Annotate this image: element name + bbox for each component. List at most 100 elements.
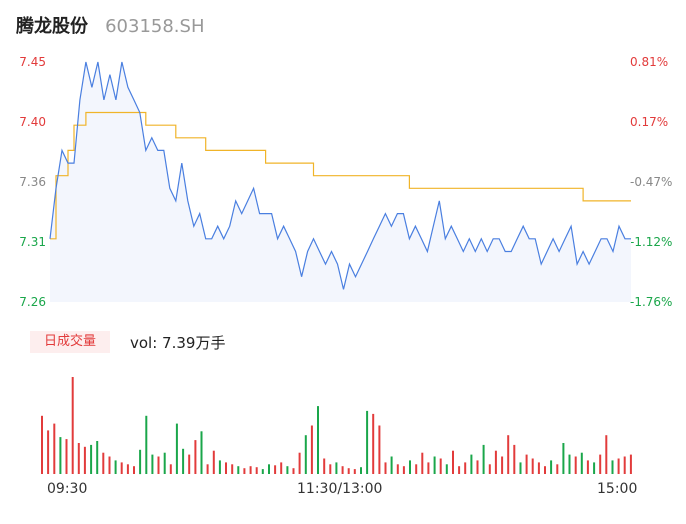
volume-bar <box>568 454 571 474</box>
volume-bar <box>470 454 473 474</box>
volume-bar <box>200 431 203 474</box>
volume-bar <box>409 460 411 474</box>
volume-bar <box>145 415 148 474</box>
volume-tab[interactable]: 日成交量 <box>30 331 110 353</box>
stock-code: 603158.SH <box>105 16 205 37</box>
volume-bar <box>599 454 602 474</box>
percent-tick-label: -0.47% <box>630 175 673 189</box>
volume-bar <box>120 462 123 474</box>
volume-bar <box>335 462 338 474</box>
volume-bar <box>65 439 68 474</box>
volume-bar <box>286 466 289 474</box>
volume-bar <box>556 464 559 474</box>
volume-bar <box>574 456 577 474</box>
volume-bar <box>586 460 589 474</box>
volume-bar <box>629 454 632 474</box>
volume-bar <box>237 466 240 474</box>
volume-bar <box>59 437 62 474</box>
price-area <box>50 62 631 302</box>
volume-bar <box>427 462 430 474</box>
volume-bar <box>292 468 295 474</box>
volume-bar <box>378 425 381 474</box>
percent-tick-label: -1.76% <box>630 295 673 309</box>
price-tick-label: 7.36 <box>19 175 46 189</box>
time-close: 15:00 <box>597 481 638 497</box>
volume-bar <box>372 413 375 474</box>
volume-bar <box>507 435 510 474</box>
price-tick-label: 7.40 <box>19 115 46 129</box>
volume-bar <box>390 456 393 474</box>
volume-bar <box>310 425 313 474</box>
volume-bar <box>157 456 160 474</box>
volume-bar <box>108 456 111 474</box>
volume-bar <box>421 452 424 474</box>
volume-bar <box>151 454 154 474</box>
volume-bar <box>439 458 442 474</box>
volume-bar <box>102 452 105 474</box>
volume-bar <box>550 460 553 474</box>
volume-bar <box>317 406 319 474</box>
volume-bar <box>482 444 485 474</box>
volume-bar <box>212 450 215 474</box>
price-tick-label: 7.26 <box>19 295 46 309</box>
volume-bar <box>415 464 418 474</box>
volume-bar <box>323 458 326 474</box>
volume-bar <box>274 465 277 474</box>
volume-bar <box>298 452 301 474</box>
volume-bar <box>90 444 93 474</box>
volume-bar <box>519 462 522 474</box>
volume-bar <box>188 454 191 474</box>
volume-bar <box>83 446 86 474</box>
volume-bar <box>537 462 540 474</box>
percent-tick-label: 0.81% <box>630 55 669 69</box>
volume-bar <box>139 449 142 475</box>
volume-bar <box>445 464 448 474</box>
price-line <box>49 61 631 290</box>
volume-bar <box>243 468 246 474</box>
volume-bar <box>402 466 405 474</box>
volume-bar <box>580 452 583 474</box>
volume-bar <box>114 460 117 474</box>
volume-bar <box>623 456 626 474</box>
time-midday: 11:30/13:00 <box>297 481 383 497</box>
volume-bar <box>194 440 197 474</box>
price-tick-label: 7.31 <box>19 235 46 249</box>
volume-bar <box>360 467 362 474</box>
volume-bar <box>433 456 436 474</box>
volume-bar <box>225 462 227 474</box>
volume-bar <box>163 452 166 474</box>
average-price-line <box>50 111 631 240</box>
volume-bar <box>280 462 283 474</box>
volume-bar <box>593 462 596 474</box>
volume-bar <box>41 415 43 474</box>
volume-bar <box>384 462 387 474</box>
volume-bar <box>249 466 252 474</box>
volume-bar <box>133 466 135 474</box>
volume-bar <box>562 443 565 474</box>
price-tick-label: 7.45 <box>19 55 46 69</box>
volume-bar <box>513 444 516 474</box>
volume-value: vol: 7.39万手 <box>130 334 226 352</box>
volume-bar <box>255 467 258 474</box>
volume-bar <box>71 377 74 474</box>
volume-bar <box>175 423 178 474</box>
stock-name: 腾龙股份 <box>16 16 88 37</box>
percent-tick-label: 0.17% <box>630 115 669 129</box>
volume-bar <box>605 435 608 474</box>
volume-bar <box>347 468 350 474</box>
stock-header: 腾龙股份 603158.SH <box>16 12 205 40</box>
volume-bar <box>206 464 209 474</box>
volume-bar <box>261 469 264 474</box>
percent-tick-label: -1.12% <box>630 235 673 249</box>
volume-bar <box>77 443 80 474</box>
volume-bar <box>488 464 491 474</box>
volume-bar <box>617 458 620 474</box>
volume-bar <box>464 462 467 474</box>
volume-bar <box>329 464 332 474</box>
volume-bar <box>525 454 528 474</box>
volume-bar <box>476 460 479 474</box>
volume-bar <box>494 450 497 474</box>
volume-bar <box>501 456 504 474</box>
volume-bar <box>96 441 99 474</box>
